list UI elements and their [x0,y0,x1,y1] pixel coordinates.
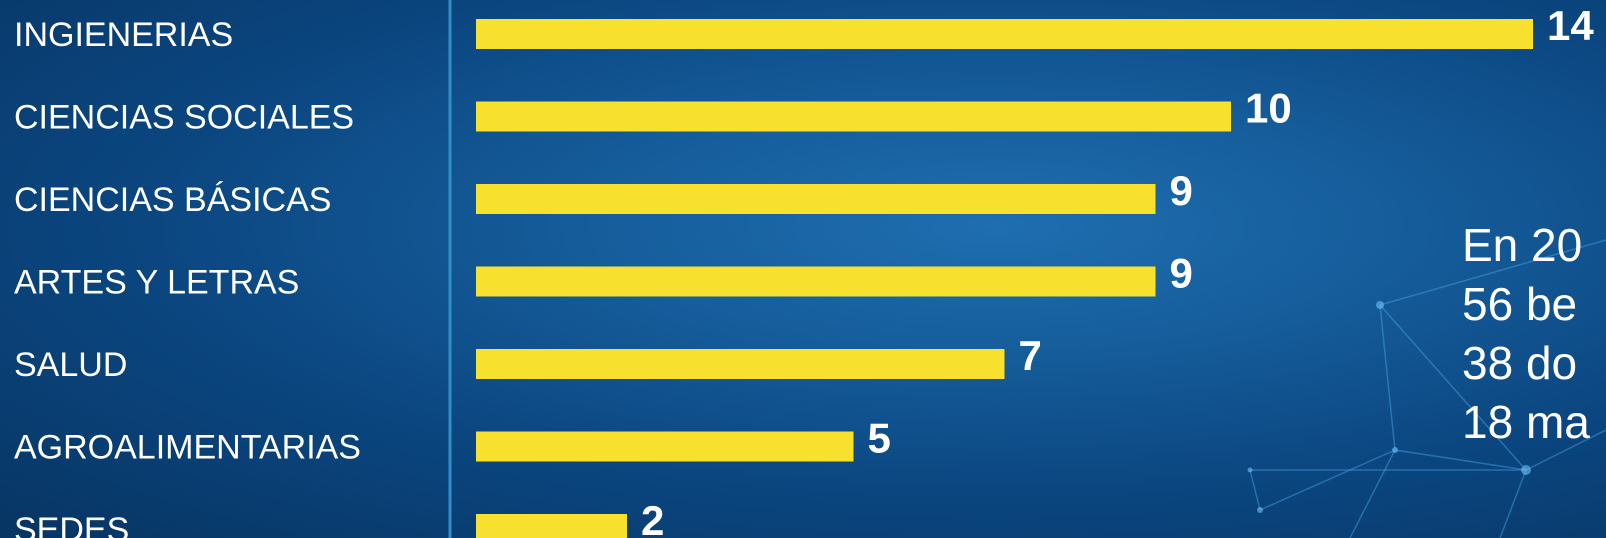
category-label: AGROALIMENTARIAS [14,429,361,467]
value-label: 5 [868,415,891,462]
side-text: En 20 56 be 38 do 18 ma [1462,216,1590,452]
side-text-line: En 20 [1462,219,1583,271]
category-label: ARTES Y LETRAS [14,264,299,302]
value-label: 2 [641,497,664,538]
value-label: 9 [1170,250,1193,297]
category-label: SEDES [14,511,129,538]
bar [476,184,1156,214]
bar [476,101,1231,132]
network-mesh-icon [1247,239,1606,538]
value-label: 10 [1245,85,1292,132]
bar [476,431,854,462]
value-label: 9 [1170,167,1193,214]
category-label: CIENCIAS SOCIALES [14,99,354,137]
bar [476,19,1533,49]
bar [476,349,1005,379]
category-label: SALUD [14,346,127,384]
category-label: CIENCIAS BÁSICAS [14,181,331,219]
side-text-line: 38 do [1462,337,1578,389]
value-label: 14 [1547,2,1594,49]
bar [476,514,627,538]
side-text-line: 56 be [1462,278,1578,330]
side-text-line: 18 ma [1462,396,1590,448]
bar [476,266,1156,297]
value-label: 7 [1019,332,1042,379]
category-label: INGIENERIAS [14,16,233,54]
